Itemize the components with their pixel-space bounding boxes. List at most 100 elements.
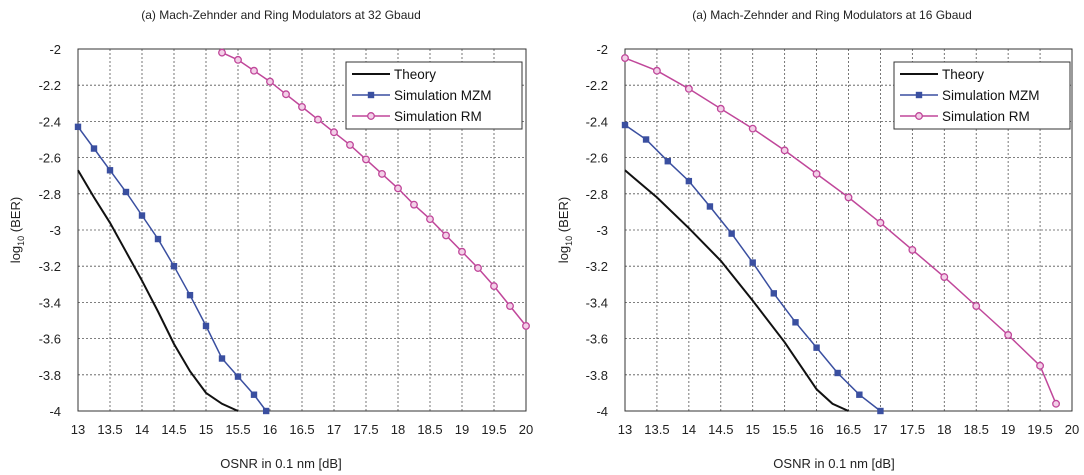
- x-tick-label: 13: [618, 422, 632, 437]
- data-point: [282, 90, 290, 99]
- legend-marker: [367, 91, 375, 99]
- data-point: [362, 155, 370, 164]
- data-point: [621, 121, 629, 129]
- y-axis-title-tail: (BER): [556, 197, 571, 236]
- y-axis-title-subscript: 10: [564, 236, 574, 246]
- legend-marker: [367, 112, 375, 120]
- y-tick-label: -3.4: [39, 295, 61, 310]
- x-axis-title: OSNR in 0.1 nm [dB]: [220, 456, 341, 471]
- data-point: [234, 373, 242, 380]
- data-point: [812, 169, 821, 178]
- x-tick-label: 19: [1001, 422, 1015, 437]
- x-tick-label: 18.5: [417, 422, 442, 437]
- data-point: [716, 104, 725, 113]
- data-point: [314, 115, 322, 124]
- data-point: [506, 302, 514, 310]
- data-point: [154, 235, 162, 243]
- y-tick-label: -2.8: [39, 187, 61, 202]
- y-tick-label: -3.8: [39, 368, 61, 383]
- y-tick-label: -3.6: [586, 332, 608, 347]
- y-tick-label: -2: [596, 42, 608, 57]
- data-point: [122, 188, 130, 196]
- data-point: [728, 230, 735, 237]
- x-tick-label: 18: [937, 422, 951, 437]
- data-point: [266, 77, 274, 86]
- legend-label: Simulation RM: [942, 109, 1030, 124]
- data-point: [1036, 361, 1045, 370]
- chart-title: (a) Mach-Zehnder and Ring Modulators at …: [692, 8, 972, 22]
- data-point: [877, 407, 884, 415]
- x-tick-label: 14.5: [708, 422, 733, 437]
- y-axis-title-subscript: 10: [16, 236, 26, 246]
- x-tick-label: 15: [745, 422, 759, 437]
- x-tick-label: 17: [327, 422, 341, 437]
- y-tick-label: -4: [596, 404, 608, 419]
- data-point: [346, 140, 354, 149]
- y-tick-label: -2.2: [586, 78, 608, 93]
- data-point: [621, 54, 629, 62]
- x-axis-title: OSNR in 0.1 nm [dB]: [773, 456, 894, 471]
- data-point: [834, 369, 841, 377]
- chart-title: (a) Mach-Zehnder and Ring Modulators at …: [141, 8, 421, 22]
- y-axis-title: log10 (BER): [8, 197, 26, 263]
- legend-marker: [915, 112, 923, 120]
- y-tick-label: -3: [596, 223, 608, 238]
- legend-label: Theory: [942, 67, 984, 82]
- data-point: [218, 48, 226, 57]
- x-tick-label: 17.5: [353, 422, 378, 437]
- legend-label: Simulation MZM: [394, 88, 492, 103]
- x-tick-label: 14: [135, 422, 149, 437]
- data-point: [202, 322, 210, 330]
- legend-marker: [915, 91, 923, 99]
- x-tick-label: 15.5: [772, 422, 797, 437]
- data-point: [490, 282, 498, 291]
- legend: Theory Simulation MZM Simulation RM: [345, 61, 523, 130]
- data-point: [522, 321, 530, 330]
- data-point: [972, 302, 981, 310]
- data-point: [138, 212, 146, 219]
- legend-label: Simulation MZM: [942, 88, 1040, 103]
- data-point: [684, 84, 693, 93]
- x-tick-label: 15: [199, 422, 213, 437]
- legend-label: Simulation RM: [394, 109, 482, 124]
- y-tick-label: -2.4: [39, 114, 61, 129]
- y-tick-label: -3.2: [586, 259, 608, 274]
- data-point: [186, 291, 194, 299]
- data-point: [856, 391, 863, 398]
- data-point: [748, 124, 757, 133]
- x-tick-label: 18: [391, 422, 405, 437]
- data-point: [218, 355, 226, 362]
- data-point: [652, 66, 661, 75]
- series-simulation-rm: [621, 54, 1060, 408]
- data-point: [792, 319, 799, 326]
- data-point: [940, 273, 949, 282]
- data-point: [106, 167, 114, 174]
- data-point: [426, 215, 434, 224]
- x-tick-label: 15.5: [225, 422, 250, 437]
- series-line: [77, 169, 239, 412]
- data-point: [813, 344, 820, 351]
- legend: Theory Simulation MZM Simulation RM: [893, 61, 1071, 130]
- data-point: [90, 145, 98, 152]
- y-axis-title: log10 (BER): [556, 197, 574, 263]
- data-point: [74, 123, 82, 131]
- data-point: [250, 391, 258, 398]
- y-axis-title-main: log: [8, 246, 23, 263]
- x-tick-label: 17: [873, 422, 887, 437]
- x-tick-label: 13.5: [97, 422, 122, 437]
- x-tick-label: 16: [263, 422, 277, 437]
- y-tick-label: -3.8: [586, 368, 608, 383]
- data-point: [410, 200, 418, 209]
- series-theory: [624, 169, 849, 412]
- y-tick-label: -2.6: [586, 151, 608, 166]
- data-point: [706, 203, 714, 210]
- data-point: [378, 169, 386, 178]
- y-tick-label: -3.4: [586, 295, 608, 310]
- x-tick-label: 14.5: [161, 422, 186, 437]
- y-tick-label: -2.8: [586, 187, 608, 202]
- legend-label: Theory: [394, 67, 436, 82]
- data-point: [908, 245, 917, 254]
- y-axis-title-tail: (BER): [8, 197, 23, 236]
- data-point: [664, 158, 671, 165]
